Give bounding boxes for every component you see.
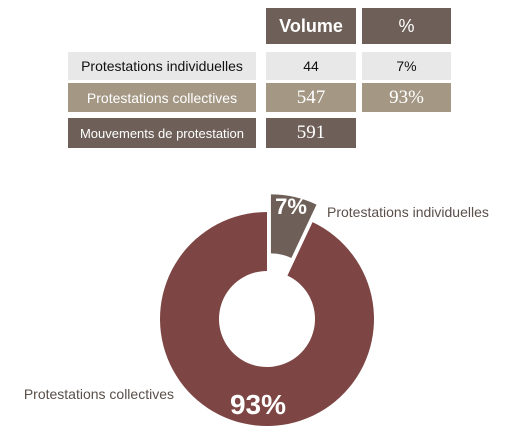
- row-percent-collectives: 93%: [362, 83, 451, 112]
- row-volume-mouvements: 591: [266, 118, 356, 148]
- donut-value-label-individuelles: 7%: [275, 194, 307, 219]
- row-label-individuelles: Protestations individuelles: [68, 52, 256, 80]
- donut-slice-collectives: [160, 212, 374, 427]
- percent-header: %: [362, 8, 451, 44]
- row-percent-individuelles: 7%: [362, 52, 451, 80]
- donut-slice-individuelles: [270, 194, 317, 259]
- row-volume-collectives: 547: [266, 83, 356, 112]
- donut-category-label-collectives: Protestations collectives: [24, 386, 174, 402]
- volume-header: Volume: [266, 8, 356, 44]
- row-label-mouvements: Mouvements de protestation: [68, 118, 256, 148]
- donut-category-label-individuelles: Protestations individuelles: [327, 204, 489, 220]
- row-label-collectives: Protestations collectives: [68, 83, 256, 112]
- row-volume-individuelles: 44: [266, 52, 356, 80]
- donut-value-label-collectives: 93%: [230, 389, 286, 420]
